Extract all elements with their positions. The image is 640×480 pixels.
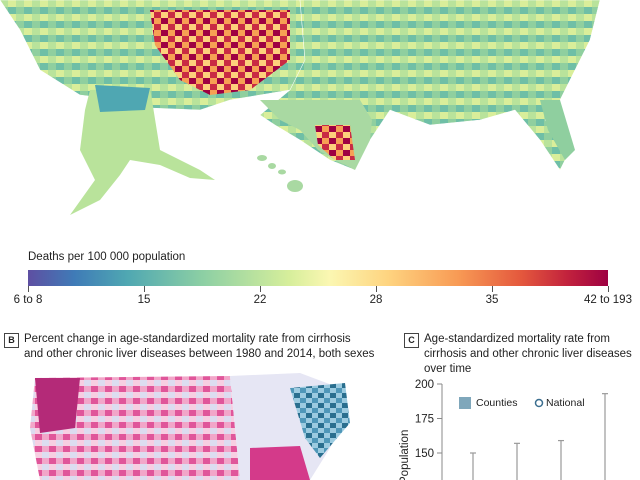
color-scale-tick-label: 15 xyxy=(137,294,151,306)
y-tick-label: 200 xyxy=(415,379,434,391)
y-tick-label: 150 xyxy=(415,448,434,460)
color-scale-tick xyxy=(27,286,29,292)
panel-c-letter: C xyxy=(404,333,419,348)
color-scale-tick xyxy=(259,286,261,292)
percent-change-map xyxy=(30,373,350,480)
color-scale-tick xyxy=(375,286,377,292)
hawaii-region xyxy=(257,155,303,192)
legend-title: Deaths per 100 000 population xyxy=(28,251,186,263)
panel-c-title-line1: Age-standardized mortality rate from xyxy=(424,333,610,345)
color-scale-bar xyxy=(28,270,608,286)
alaska-region xyxy=(70,88,215,215)
color-scale-tick-label: 28 xyxy=(369,294,383,306)
panel-c-title: Age-standardized mortality rate from cir… xyxy=(424,332,632,377)
panel-c-title-line2: cirrhosis and other chronic liver diseas… xyxy=(424,348,632,360)
national-legend-label: National xyxy=(546,397,585,409)
county-range-bars xyxy=(470,393,608,480)
counties-legend-label: Counties xyxy=(476,397,517,409)
northeast-decline xyxy=(290,383,350,458)
panel-b-title-line1: Percent change in age-standardized morta… xyxy=(24,333,351,345)
color-scale-tick xyxy=(607,286,609,292)
south-texas-high xyxy=(315,125,355,160)
national-legend-marker xyxy=(534,398,544,408)
y-ticks: 200 175 150 xyxy=(415,379,442,460)
panel-b-title: Percent change in age-standardized morta… xyxy=(24,332,374,362)
southeast-increase xyxy=(250,446,310,480)
county-mortality-map xyxy=(0,0,601,215)
y-axis-label: Population xyxy=(399,430,411,480)
color-scale-tick-label: 35 xyxy=(485,294,499,306)
florida-region xyxy=(540,100,575,160)
texas-region xyxy=(260,100,372,170)
pacific-northwest xyxy=(35,378,80,433)
panel-c-title-line3: over time xyxy=(424,363,472,375)
us-western-part xyxy=(30,376,240,480)
panel-b-title-line2: and other chronic liver diseases between… xyxy=(24,348,375,360)
panel-b-letter: B xyxy=(4,333,19,348)
y-tick-label: 175 xyxy=(415,414,434,426)
southwest-high-region xyxy=(150,10,290,95)
color-scale-tick-label: 42 to 193 xyxy=(584,294,632,306)
color-scale-tick xyxy=(491,286,493,292)
counties-legend-swatch xyxy=(459,397,471,409)
central-eastern-us-region xyxy=(259,0,601,171)
color-scale-tick-label: 22 xyxy=(253,294,267,306)
color-scale-tick xyxy=(143,286,145,292)
mortality-over-time-chart: Population 200 175 150 Counties National xyxy=(399,379,608,480)
color-scale-tick-label: 6 to 8 xyxy=(13,294,43,306)
